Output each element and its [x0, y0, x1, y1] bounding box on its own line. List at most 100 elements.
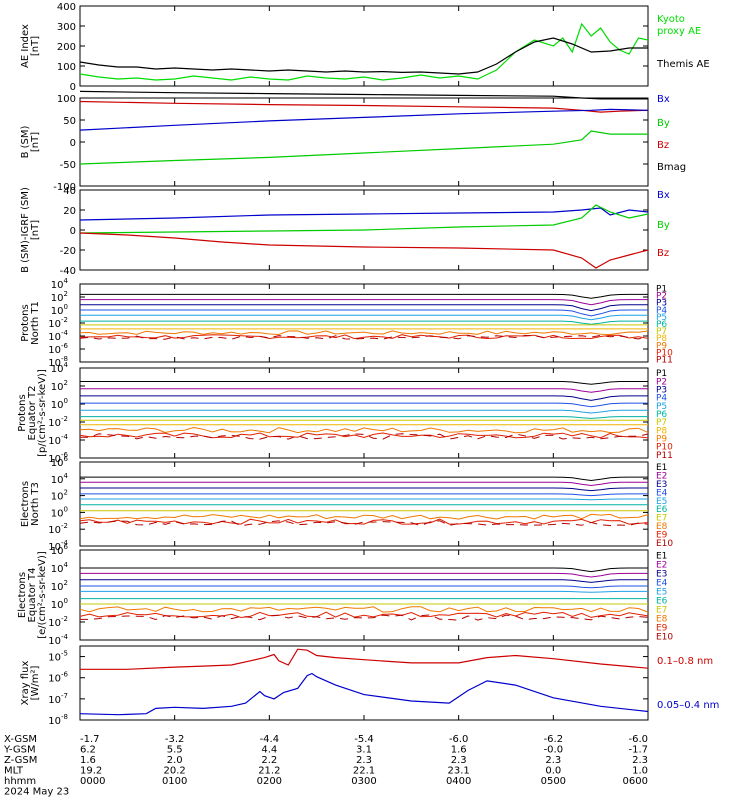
- x-axis-value: 1.6: [80, 755, 96, 766]
- y-tick-label: 10-2: [48, 615, 68, 629]
- x-axis-row-label: X-GSM: [4, 734, 37, 745]
- series-line: [80, 572, 648, 578]
- legend-entry: E5: [656, 588, 667, 598]
- legend-entry: 0.05–0.4 nm: [657, 700, 719, 711]
- legend-entry: P10: [656, 348, 673, 358]
- y-tick-label: 10-4: [48, 329, 68, 343]
- y-tick-label: 10-7: [48, 692, 68, 706]
- x-axis-row-label: Y-GSM: [3, 745, 36, 756]
- legend-entry: P8: [656, 426, 667, 436]
- series-line: [80, 416, 648, 419]
- legend-entry: E9: [656, 530, 668, 540]
- y-axis-label: North T3: [30, 482, 41, 526]
- panel-frame: [79, 461, 649, 547]
- x-axis-value: -5.4: [354, 734, 374, 745]
- legend-entry: 0.1–0.8 nm: [657, 656, 713, 667]
- x-axis-value: 2.0: [167, 755, 183, 766]
- series-line: [80, 409, 648, 414]
- x-axis-value: -1.7: [628, 745, 648, 756]
- legend-entry: E8: [656, 615, 668, 625]
- legend-entry: Bmag: [657, 162, 686, 173]
- x-axis-value: 2.3: [632, 755, 648, 766]
- series-line: [79, 334, 649, 340]
- series-line: [80, 493, 648, 497]
- y-tick-label: 104: [51, 361, 69, 375]
- series-line: [79, 232, 649, 269]
- y-axis-label: Equator T4: [27, 568, 38, 623]
- legend-entry: E5: [656, 497, 667, 507]
- x-axis-row-label: MLT: [4, 766, 24, 777]
- y-tick-label: -50: [60, 160, 76, 171]
- y-tick-label: 10-4: [48, 633, 68, 647]
- y-tick-label: 0: [70, 82, 76, 93]
- y-tick-label: 10-2: [48, 415, 68, 429]
- legend-entry: P7: [656, 327, 667, 337]
- series-line: [79, 611, 649, 619]
- legend-entry: E7: [656, 606, 667, 616]
- y-axis-label: [nT]: [30, 36, 41, 56]
- x-axis-value: -6.0: [628, 734, 648, 745]
- series-line: [79, 432, 649, 439]
- y-tick-label: 102: [51, 379, 68, 393]
- y-tick-label: 100: [51, 505, 68, 519]
- series-line: [80, 476, 648, 482]
- x-axis-value: 22.1: [353, 766, 375, 777]
- series-line: [80, 314, 648, 321]
- series-line: [79, 204, 649, 234]
- legend-entry: Kyoto: [657, 14, 685, 25]
- y-tick-label: 10-2: [48, 522, 68, 536]
- series-line: [79, 334, 649, 340]
- legend-entry: P3: [656, 299, 667, 309]
- y-tick-label: 0: [70, 138, 76, 149]
- x-axis-value: 19.2: [80, 766, 102, 777]
- y-tick-label: 100: [57, 94, 76, 105]
- x-axis-value: -6.0: [449, 734, 469, 745]
- y-tick-label: 10-5: [48, 650, 68, 664]
- y-axis-label: [nT]: [30, 220, 41, 240]
- legend-entry: P11: [656, 451, 673, 461]
- y-tick-label: 10-2: [48, 316, 68, 330]
- panel-7: 10-4 10-2 100 102 104 106 Electrons Equator T4[…: [17, 543, 673, 647]
- series-line: [80, 579, 648, 583]
- legend-entry: E2: [656, 561, 667, 571]
- x-axis-value: 0300: [351, 776, 376, 787]
- y-axis-label: Electrons: [17, 572, 28, 618]
- x-axis-value: 0200: [257, 776, 282, 787]
- y-axis-label: [p/(cm²-s-sr-keV)]: [37, 369, 48, 457]
- series-line: [79, 672, 649, 716]
- series-line: [79, 108, 649, 131]
- legend-entry: By: [657, 220, 670, 231]
- series-line: [80, 381, 648, 385]
- x-axis-value: -0.0: [544, 745, 564, 756]
- series-line: [80, 299, 648, 306]
- x-axis-value: 3.1: [356, 745, 372, 756]
- y-axis-label: AE Index: [20, 24, 31, 68]
- panel-3: -40 -20 0 20 40 B (SM)-IGRF (SM) [nT] Bx By Bz: [20, 186, 670, 277]
- legend-entry: E4: [656, 579, 668, 589]
- legend-entry: By: [657, 118, 670, 129]
- x-axis-value: 2.2: [261, 755, 277, 766]
- series-line: [80, 648, 649, 670]
- legend-entry: P1: [656, 369, 667, 379]
- legend-entry: P5: [656, 313, 667, 323]
- legend-entry: E2: [656, 472, 667, 482]
- series-line: [80, 498, 648, 501]
- x-axis-value: 0500: [541, 776, 566, 787]
- y-axis-label: Protons: [20, 304, 31, 341]
- y-tick-label: 0: [70, 226, 76, 237]
- x-axis-date: 2024 May 23: [4, 787, 69, 798]
- series-line: [79, 130, 648, 165]
- y-tick-label: 100: [51, 397, 68, 411]
- y-axis-label: [W/m²]: [30, 665, 41, 700]
- x-axis-value: 21.2: [258, 766, 280, 777]
- legend-entry: P11: [656, 355, 673, 365]
- series-line: [79, 426, 649, 434]
- series-line: [79, 90, 648, 100]
- legend-entry: E6: [656, 505, 668, 515]
- x-axis-value: 4.4: [261, 745, 277, 756]
